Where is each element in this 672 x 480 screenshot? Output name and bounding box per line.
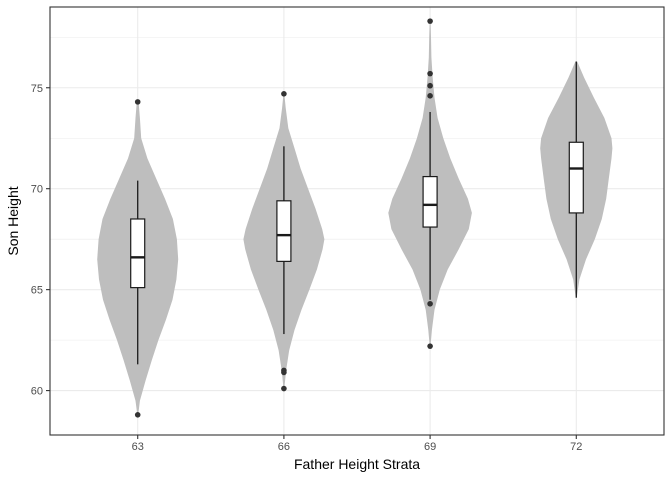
box-69 bbox=[422, 175, 438, 228]
box-66 bbox=[276, 200, 292, 262]
outlier-point bbox=[134, 99, 141, 105]
x-tick-label: 69 bbox=[424, 441, 436, 453]
panel-border bbox=[49, 6, 665, 436]
y-tick-label: 75 bbox=[31, 83, 43, 95]
x-tick-label: 72 bbox=[570, 441, 582, 453]
outlier-point bbox=[427, 300, 433, 307]
x-tick-label: 66 bbox=[278, 441, 290, 453]
boxplots bbox=[130, 61, 584, 365]
y-tick-label: 65 bbox=[31, 285, 43, 297]
y-axis-title: Son Height bbox=[5, 186, 21, 255]
y-tick-label: 60 bbox=[31, 386, 43, 398]
outlier-point bbox=[427, 343, 433, 349]
outlier-point bbox=[281, 385, 287, 392]
outlier-point bbox=[427, 18, 433, 24]
outlier-point bbox=[134, 412, 141, 418]
box-63 bbox=[130, 218, 146, 289]
outlier-point bbox=[427, 93, 433, 99]
box-72 bbox=[568, 141, 584, 214]
outlier-point bbox=[281, 369, 287, 376]
outlier-point bbox=[427, 70, 433, 77]
outlier-point bbox=[281, 91, 287, 97]
y-tick-label: 70 bbox=[31, 184, 43, 196]
outlier-point bbox=[427, 82, 433, 89]
x-tick-label: 63 bbox=[132, 441, 144, 453]
outliers bbox=[134, 18, 433, 418]
axes: 60 65 70 75 63 66 69 72 bbox=[31, 83, 583, 453]
x-axis-title: Father Height Strata bbox=[294, 456, 420, 472]
